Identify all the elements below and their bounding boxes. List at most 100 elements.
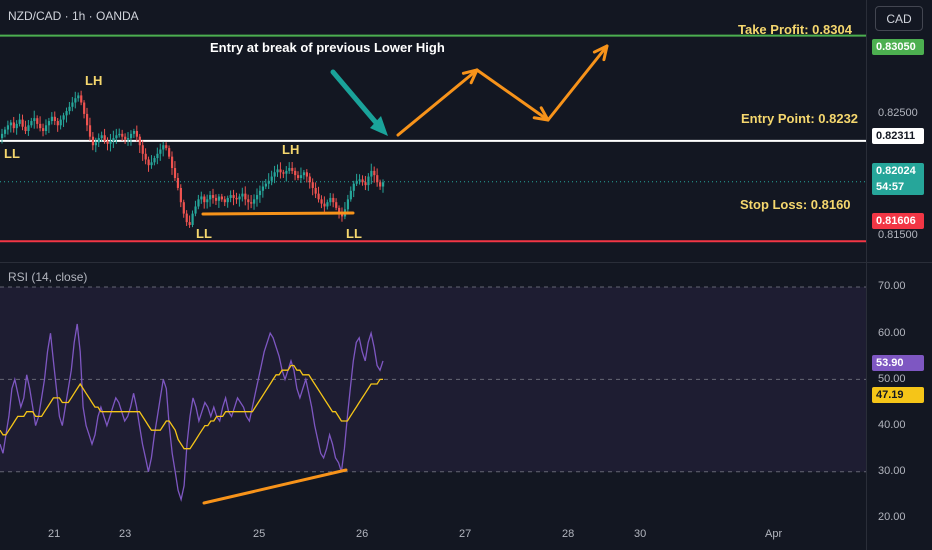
double-bottom-line bbox=[201, 211, 355, 216]
swing-label-ll: LL bbox=[196, 226, 212, 241]
candle-body bbox=[141, 145, 144, 154]
candle-body bbox=[165, 145, 168, 149]
candle-body bbox=[44, 125, 48, 131]
candle-body bbox=[39, 123, 42, 129]
candle-body bbox=[118, 133, 121, 136]
rsi-ma-line bbox=[0, 364, 383, 450]
projection-arrowhead bbox=[461, 68, 479, 85]
rsi-tick: 30.00 bbox=[878, 465, 906, 477]
currency-button[interactable]: CAD bbox=[875, 6, 923, 31]
candle-body bbox=[232, 195, 235, 198]
candle-body bbox=[88, 125, 92, 137]
candle-body bbox=[255, 195, 259, 200]
candle-body bbox=[185, 213, 188, 223]
projection-arrowhead bbox=[592, 44, 609, 62]
candle-body bbox=[370, 170, 373, 177]
candle-body bbox=[217, 196, 221, 201]
candle-body bbox=[24, 126, 27, 131]
candle-body bbox=[127, 138, 130, 140]
rsi-tick: 50.00 bbox=[878, 373, 906, 385]
candle-body bbox=[56, 121, 59, 126]
candle-body bbox=[179, 187, 182, 203]
candle-body bbox=[27, 125, 30, 131]
candle-body bbox=[170, 156, 174, 169]
candle-body bbox=[308, 176, 311, 183]
rsi-divergence-line bbox=[202, 468, 348, 505]
candle-body bbox=[379, 182, 382, 187]
x-tick: 21 bbox=[48, 528, 61, 540]
candle-body bbox=[6, 125, 10, 130]
candle-body bbox=[311, 182, 314, 188]
trade-drawings bbox=[201, 44, 609, 505]
candle-body bbox=[299, 175, 303, 178]
candle-body bbox=[132, 131, 136, 134]
projection-arrow bbox=[546, 44, 609, 122]
rsi-value-tag: 53.90 bbox=[872, 355, 924, 371]
candle-body bbox=[74, 98, 77, 103]
candle-body bbox=[235, 197, 238, 200]
candle-body bbox=[191, 213, 194, 225]
candle-body bbox=[156, 153, 159, 159]
candle-body bbox=[376, 175, 379, 183]
stop-loss-tag: 0.81606 bbox=[872, 213, 924, 229]
candle-body bbox=[153, 158, 156, 163]
candle-body bbox=[33, 118, 36, 122]
candle-body bbox=[253, 199, 256, 204]
candle-body bbox=[244, 193, 247, 200]
candle-body bbox=[212, 195, 215, 198]
candle-body bbox=[317, 193, 320, 200]
candle-body bbox=[188, 222, 191, 225]
candle-body bbox=[294, 170, 297, 176]
candle-body bbox=[373, 170, 376, 176]
candle-body bbox=[97, 138, 100, 143]
candle-body bbox=[83, 102, 86, 114]
rsi-tick: 40.00 bbox=[878, 419, 906, 431]
candle-body bbox=[241, 193, 244, 197]
candle-body bbox=[12, 122, 15, 129]
rsi-tick: 20.00 bbox=[878, 511, 906, 523]
rsi-panel bbox=[0, 286, 866, 502]
candle-body bbox=[214, 197, 218, 201]
candle-body bbox=[223, 199, 226, 203]
candle-body bbox=[335, 202, 338, 208]
candle-body bbox=[36, 118, 39, 124]
candle-body bbox=[326, 202, 329, 207]
candle-body bbox=[18, 119, 21, 124]
x-tick: 23 bbox=[119, 528, 132, 540]
candle-body bbox=[124, 136, 127, 140]
candle-body bbox=[276, 169, 279, 173]
candle-body bbox=[162, 145, 165, 150]
x-tick: 27 bbox=[459, 528, 472, 540]
candle-body bbox=[329, 197, 332, 203]
candle-body bbox=[226, 197, 229, 203]
candle-body bbox=[194, 206, 197, 214]
swing-label-ll: LL bbox=[4, 146, 20, 161]
rsi-tick: 70.00 bbox=[878, 280, 906, 292]
candle-body bbox=[261, 186, 265, 191]
candle-body bbox=[168, 148, 171, 157]
entry-point-label: Entry Point: 0.8232 bbox=[741, 111, 859, 126]
candle-body bbox=[47, 121, 51, 126]
candle-body bbox=[238, 196, 241, 200]
projection-arrow bbox=[396, 68, 479, 137]
candle-body bbox=[176, 177, 180, 188]
candle-body bbox=[150, 162, 153, 166]
candle-body bbox=[71, 102, 74, 107]
rsi-label: RSI (14, close) bbox=[8, 270, 88, 284]
candle-body bbox=[247, 199, 250, 203]
rsi-tick: 60.00 bbox=[878, 327, 906, 339]
candle-body bbox=[282, 172, 285, 174]
candle-body bbox=[320, 199, 323, 204]
candle-body bbox=[250, 202, 253, 204]
candle-body bbox=[229, 195, 232, 198]
candle-body bbox=[264, 183, 267, 187]
candle-body bbox=[361, 179, 364, 183]
candle-body bbox=[144, 153, 147, 160]
candle-body bbox=[338, 207, 341, 213]
candle-body bbox=[85, 113, 89, 126]
candle-body bbox=[273, 172, 276, 177]
swing-label-ll: LL bbox=[346, 226, 362, 241]
candle-body bbox=[220, 196, 224, 200]
candle-body bbox=[115, 135, 118, 139]
